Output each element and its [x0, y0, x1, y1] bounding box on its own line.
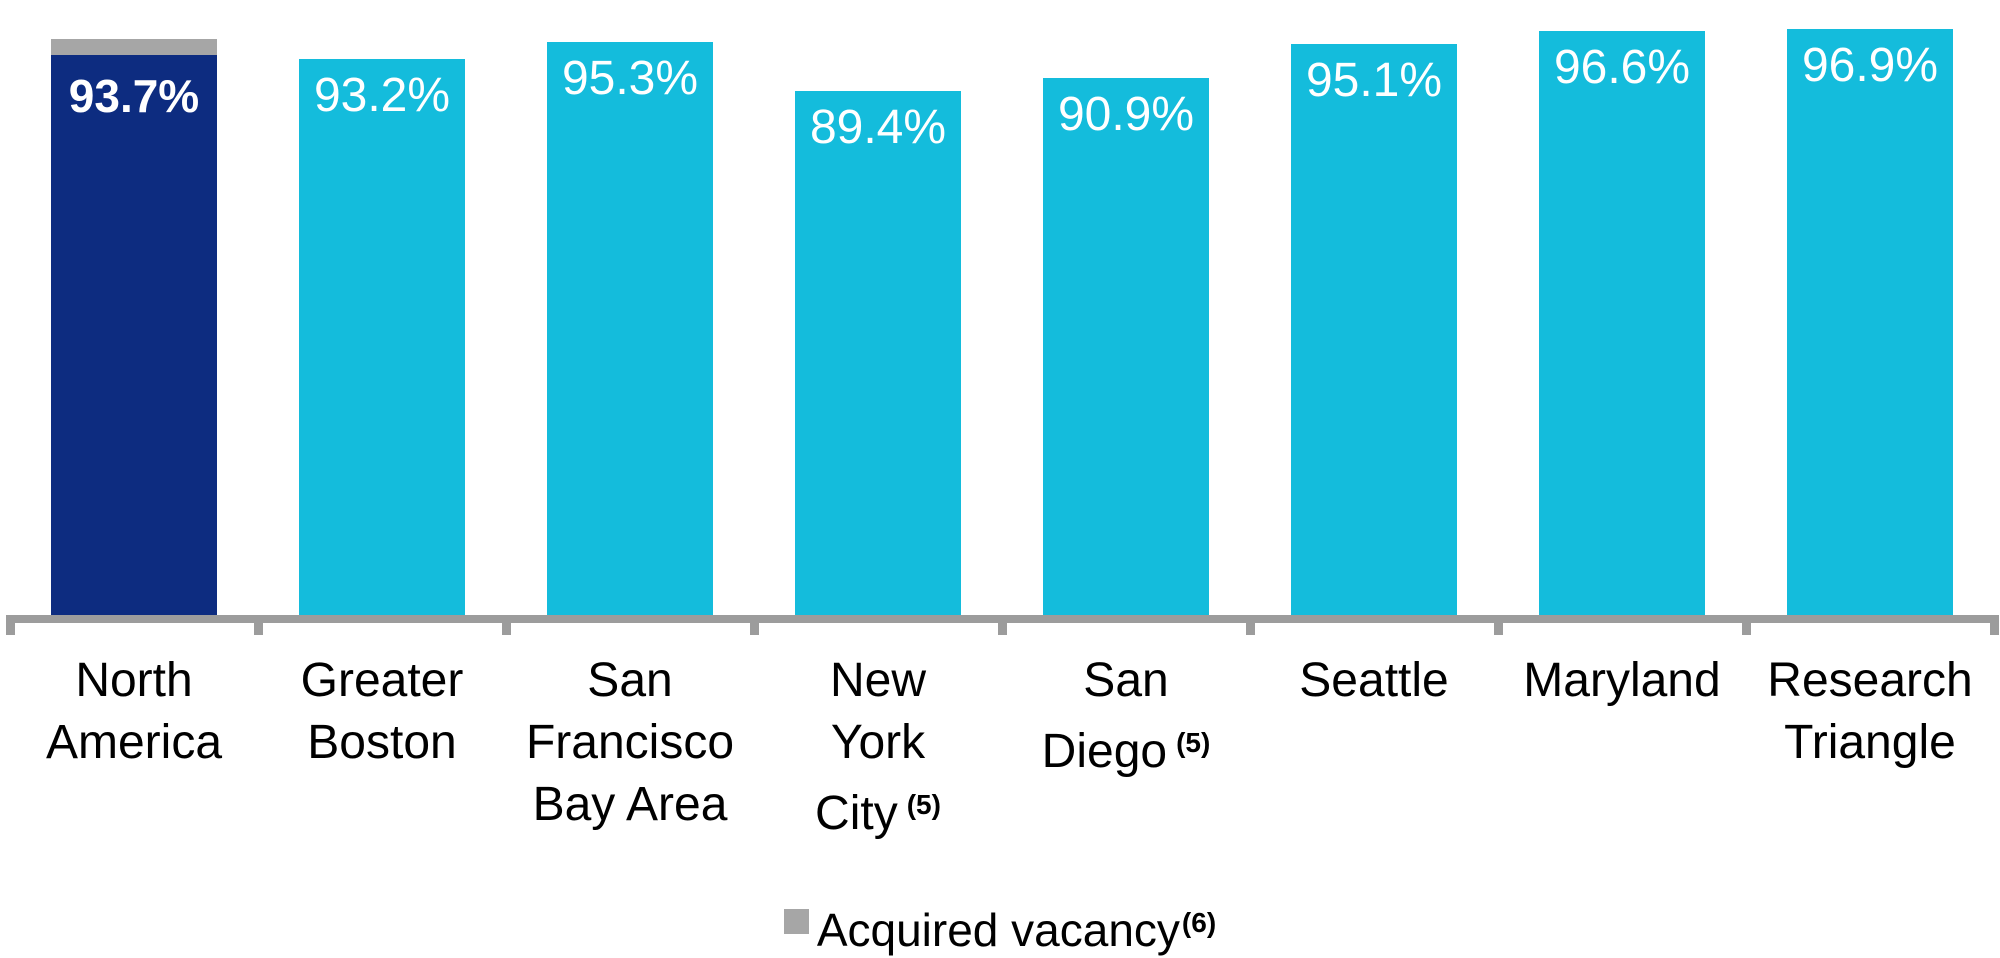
bar-value-san-francisco-bay-area: 95.3% — [561, 51, 699, 105]
bar-value-san-diego: 90.9% — [1057, 88, 1195, 142]
bar-north-america: 93.7% — [51, 55, 217, 615]
x-label-maryland: Maryland — [1498, 650, 1746, 712]
x-label-san-diego: San Diego (5) — [1002, 650, 1250, 783]
legend: Acquired vacancy(6) — [0, 900, 2000, 953]
x-label-san-francisco-bay-area: San Francisco Bay Area — [506, 650, 754, 836]
x-label-line: York — [830, 716, 926, 769]
x-label-seattle: Seattle — [1250, 650, 1498, 712]
bar-san-diego: 90.9% — [1043, 78, 1209, 615]
x-label-line: San — [587, 654, 673, 707]
bar-research-triangle: 96.9% — [1787, 28, 1953, 615]
bar-value-maryland: 96.6% — [1553, 41, 1691, 95]
x-label-line: Bay Area — [532, 778, 728, 831]
x-label-line: San — [1083, 654, 1169, 707]
x-label-line: Boston — [307, 716, 457, 769]
bar-value-north-america: 93.7% — [68, 70, 200, 123]
x-label-line: Maryland — [1523, 654, 1721, 707]
bar-seattle: 95.1% — [1291, 43, 1457, 615]
bar-san-francisco-bay-area: 95.3% — [547, 41, 713, 615]
legend-swatch-square-icon — [783, 909, 809, 934]
legend-footnote: (6) — [1181, 907, 1217, 938]
bar-maryland: 96.6% — [1539, 31, 1705, 615]
bar-new-york-city: 89.4% — [795, 90, 961, 615]
x-label-line: North — [75, 654, 193, 707]
x-label-line: Francisco — [525, 716, 735, 769]
x-label-footnote: (5) — [906, 789, 941, 820]
x-label-line: Seattle — [1299, 654, 1449, 707]
x-axis-tick — [1990, 615, 1999, 635]
bar-value-new-york-city: 89.4% — [809, 100, 947, 154]
x-label-north-america: North America — [10, 650, 258, 774]
bar-value-research-triangle: 96.9% — [1801, 38, 1939, 92]
x-axis-tick — [998, 615, 1007, 635]
x-label-line: Diego (5) — [1041, 725, 1211, 778]
legend-label: Acquired vacancy — [816, 904, 1180, 956]
x-label-line: Triangle — [1784, 716, 1956, 769]
x-axis-tick — [1742, 615, 1751, 635]
acquired-vacancy-segment — [51, 39, 217, 56]
x-label-line: Research — [1767, 654, 1973, 707]
bar-greater-boston: 93.2% — [299, 59, 465, 615]
x-label-new-york-city: New York City (5) — [754, 650, 1002, 845]
x-axis-tick — [502, 615, 511, 635]
bar-value-seattle: 95.1% — [1305, 53, 1443, 107]
x-axis-tick — [750, 615, 759, 635]
x-axis-tick — [1246, 615, 1255, 635]
x-axis-tick — [6, 615, 15, 635]
x-axis-tick — [1494, 615, 1503, 635]
x-label-line: New — [829, 654, 927, 707]
x-label-line: City (5) — [815, 787, 941, 840]
bar-value-greater-boston: 93.2% — [313, 69, 451, 123]
x-axis-tick — [254, 615, 263, 635]
x-label-research-triangle: Research Triangle — [1746, 650, 1994, 774]
x-label-line: Greater — [300, 654, 464, 707]
x-label-line: America — [45, 716, 223, 769]
legend-entry: Acquired vacancy(6) — [817, 900, 1216, 953]
x-label-footnote: (5) — [1176, 727, 1211, 758]
x-label-greater-boston: Greater Boston — [258, 650, 506, 774]
